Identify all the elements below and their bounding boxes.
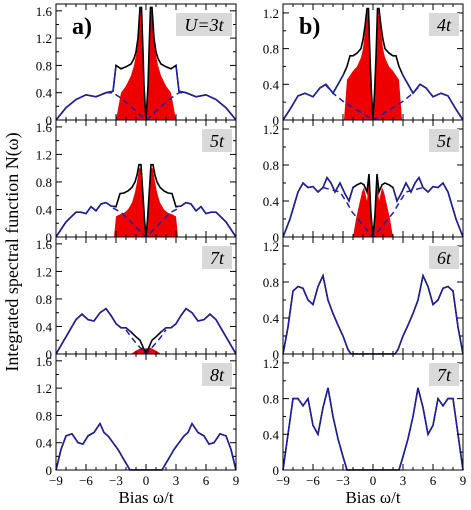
total-curve — [55, 163, 237, 238]
y-tick-label: 0.4 — [36, 86, 53, 101]
y-tick-label: 0.4 — [263, 194, 280, 209]
y-tick-label: 1.6 — [36, 4, 53, 19]
y-tick-label: 0.8 — [263, 158, 279, 173]
y-tick-label: 0 — [46, 463, 53, 478]
y-tick-label: 1.2 — [36, 31, 52, 46]
x-axis-label-right: Bias ω/t — [345, 488, 400, 507]
x-tick-label: 9 — [233, 473, 240, 488]
tag-box — [202, 129, 232, 152]
tag-box — [176, 13, 232, 36]
panel-5: 0 0.4 0.8 1.2 1.6 7t — [36, 236, 237, 362]
x-tick-label: −9 — [276, 473, 290, 488]
edge-fill-area — [344, 11, 402, 121]
total-curve — [282, 273, 464, 355]
panel-letter: a) — [72, 14, 92, 40]
y-tick-label: 0.4 — [36, 319, 53, 334]
y-tick-label: 1.2 — [36, 147, 52, 162]
bulk-curve — [283, 173, 463, 237]
y-axis-label: Integrated spectral function N(ω) — [2, 132, 23, 371]
tag-box — [429, 246, 459, 269]
y-tick-label: 0.4 — [36, 202, 53, 217]
x-axis-label-left: Bias ω/t — [118, 488, 173, 507]
y-tick-label: 0 — [46, 347, 53, 362]
edge-fill-area — [353, 178, 393, 237]
panel-tag: 7t — [210, 248, 225, 268]
y-tick-label: 0.8 — [36, 292, 52, 307]
x-tick-label: 0 — [370, 473, 377, 488]
bulk-curve — [56, 422, 236, 470]
y-tick-label: 0 — [273, 347, 280, 362]
x-tick-label: −9 — [49, 473, 63, 488]
panel-letter: b) — [299, 14, 320, 40]
panel-8: −9 −6 −3 0 3 6 9 0 0.4 0.8 1.2 7t — [263, 353, 467, 488]
panels: 0 0.4 0.8 1.2 1.6 U=3t a) 0 0.4 0.8 1.2 4t b) 0 0.4 0.8… — [36, 3, 467, 488]
panel-tag: 8t — [210, 365, 225, 385]
panel-7: −9 −6 −3 0 3 6 9 0 0.4 0.8 1.2 1.6 8t — [36, 353, 240, 488]
bulk-curve — [56, 307, 236, 354]
y-tick-label: 1.6 — [36, 120, 53, 135]
edge-fill-area — [114, 168, 178, 237]
tag-box — [202, 246, 232, 269]
x-tick-label: 3 — [400, 473, 407, 488]
tag-box — [202, 363, 232, 386]
bulk-curve — [56, 164, 236, 237]
y-tick-label: 0.4 — [36, 436, 53, 451]
y-tick-label: 1.2 — [36, 264, 52, 279]
tag-box — [429, 363, 459, 386]
y-tick-label: 1.2 — [263, 122, 279, 137]
panel-2: 0 0.4 0.8 1.2 4t b) — [263, 3, 464, 128]
panel-tag: 5t — [210, 131, 225, 151]
x-tick-label: 0 — [143, 473, 150, 488]
y-tick-label: 0.4 — [263, 77, 280, 92]
bulk-dashed-curve — [106, 91, 186, 121]
tag-box — [429, 13, 459, 36]
panel-tag: 5t — [437, 131, 452, 151]
y-tick-label: 0 — [273, 113, 280, 128]
y-tick-label: 0.8 — [36, 58, 52, 73]
tag-box — [429, 129, 459, 152]
y-tick-label: 0.8 — [36, 175, 52, 190]
y-tick-label: 1.2 — [263, 239, 279, 254]
y-tick-label: 0.8 — [263, 42, 279, 57]
total-curve — [282, 387, 464, 471]
x-tick-label: −6 — [306, 473, 320, 488]
x-tick-label: −3 — [336, 473, 350, 488]
x-tick-label: −3 — [109, 473, 123, 488]
panel-tag: 4t — [437, 15, 452, 35]
y-tick-label: 0.8 — [36, 408, 52, 423]
panel-tag: 7t — [437, 365, 452, 385]
y-tick-label: 0 — [273, 463, 280, 478]
x-tick-label: 6 — [430, 473, 437, 488]
x-tick-label: 3 — [173, 473, 180, 488]
y-tick-label: 0 — [46, 230, 53, 245]
panel-1: 0 0.4 0.8 1.2 1.6 U=3t a) — [36, 3, 237, 128]
y-tick-label: 1.2 — [263, 356, 279, 371]
y-tick-label: 0.8 — [263, 392, 279, 407]
panel-3: 0 0.4 0.8 1.2 1.6 5t — [36, 119, 237, 245]
y-tick-label: 1.2 — [36, 381, 52, 396]
y-tick-label: 0.4 — [263, 311, 280, 326]
panel-6: 0 0.4 0.8 1.2 6t — [263, 236, 464, 362]
y-tick-label: 0 — [273, 230, 280, 245]
y-tick-label: 0 — [46, 113, 53, 128]
x-tick-label: −6 — [79, 473, 93, 488]
x-tick-label: 9 — [460, 473, 467, 488]
y-tick-label: 0.4 — [263, 427, 280, 442]
y-tick-label: 0.8 — [263, 275, 279, 290]
bulk-curve — [56, 6, 236, 120]
x-tick-label: 6 — [203, 473, 210, 488]
y-tick-label: 1.6 — [36, 237, 53, 252]
panel-tag: U=3t — [184, 15, 224, 35]
y-tick-label: 1.2 — [263, 6, 279, 21]
total-curve — [55, 421, 237, 471]
panel-4: 0 0.4 0.8 1.2 5t — [263, 119, 464, 245]
edge-fill-area — [116, 10, 176, 120]
panel-tag: 6t — [437, 248, 452, 268]
total-curve — [282, 173, 464, 238]
y-tick-label: 1.6 — [36, 354, 53, 369]
bulk-curve — [283, 273, 463, 354]
bulk-curve — [283, 387, 463, 470]
